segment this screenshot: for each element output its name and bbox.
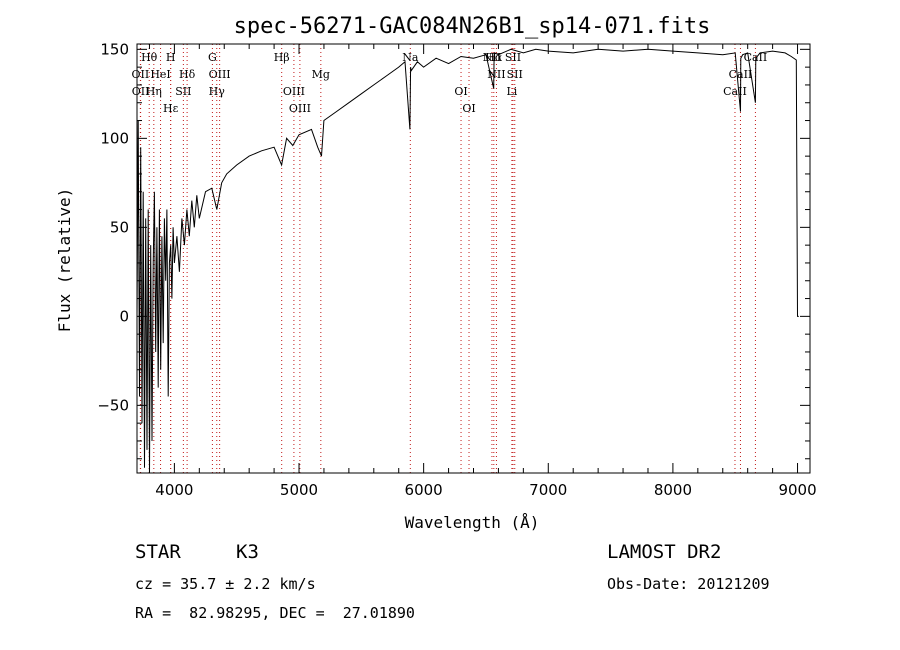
y-tick-label: 0	[119, 307, 129, 325]
spectral-line-label: SII	[175, 85, 191, 98]
redshift-velocity: cz = 35.7 ± 2.2 km/s	[135, 575, 316, 593]
spectral-line-label: OI	[462, 102, 475, 115]
spectral-line-label: SII	[505, 51, 521, 64]
object-class: STAR	[135, 541, 181, 563]
spectral-line-label: H	[166, 51, 176, 64]
y-tick-label: 150	[100, 40, 129, 58]
spectral-line-label: NII	[487, 68, 505, 81]
object-subclass: K3	[236, 541, 259, 563]
spectral-line-label: Hγ	[209, 85, 226, 98]
y-tick-label: 50	[110, 218, 129, 236]
spectral-line-label: CaII	[744, 51, 768, 64]
x-tick-label: 7000	[529, 481, 567, 499]
spectral-line-label: OI	[454, 85, 467, 98]
survey-name: LAMOST DR2	[607, 541, 722, 563]
spectral-line-label: G	[208, 51, 217, 64]
spectral-line-label: Hε	[163, 102, 179, 115]
x-tick-label: 8000	[654, 481, 692, 499]
spectral-line-label: Hη	[146, 85, 162, 98]
spectral-line-label: Na	[402, 51, 419, 64]
observation-date: Obs-Date: 20121209	[607, 575, 770, 593]
x-tick-label: 9000	[778, 481, 816, 499]
spectral-line-label: Hδ	[179, 68, 196, 81]
x-axis-label: Wavelength (Å)	[405, 513, 540, 532]
spectral-line-label: OII	[132, 85, 150, 98]
spectral-line-label: SII	[507, 68, 523, 81]
y-tick-label: −50	[97, 396, 129, 414]
spectral-line-label: HeI	[150, 68, 170, 81]
spectral-line-label: Li	[506, 85, 517, 98]
spectrum-series	[136, 48, 799, 474]
chart-title: spec-56271-GAC084N26B1_sp14-071.fits	[234, 14, 711, 39]
spectral-line-label: Mg	[312, 68, 330, 81]
coordinates: RA = 82.98295, DEC = 27.01890	[135, 604, 415, 622]
x-tick-label: 5000	[280, 481, 318, 499]
spectral-line-label: Hθ	[141, 51, 158, 64]
spectral-line-label: OIII	[209, 68, 231, 81]
y-tick-label: 100	[100, 129, 129, 147]
spectral-line-label: CaII	[723, 85, 747, 98]
spectral-line-label: OIII	[283, 85, 305, 98]
spectral-line-markers	[139, 44, 756, 473]
y-axis-label: Flux (relative)	[55, 188, 74, 333]
spectral-line-label: Hβ	[274, 51, 290, 64]
axis-ticks: 4000 5000 6000 7000 8000 9000 −50 0 50 100 150	[97, 40, 816, 499]
spectrum-line	[136, 48, 799, 474]
spectral-line-label: OII	[132, 68, 150, 81]
x-tick-label: 6000	[405, 481, 443, 499]
spectral-line-label: OIII	[289, 102, 311, 115]
x-tick-label: 4000	[155, 481, 193, 499]
